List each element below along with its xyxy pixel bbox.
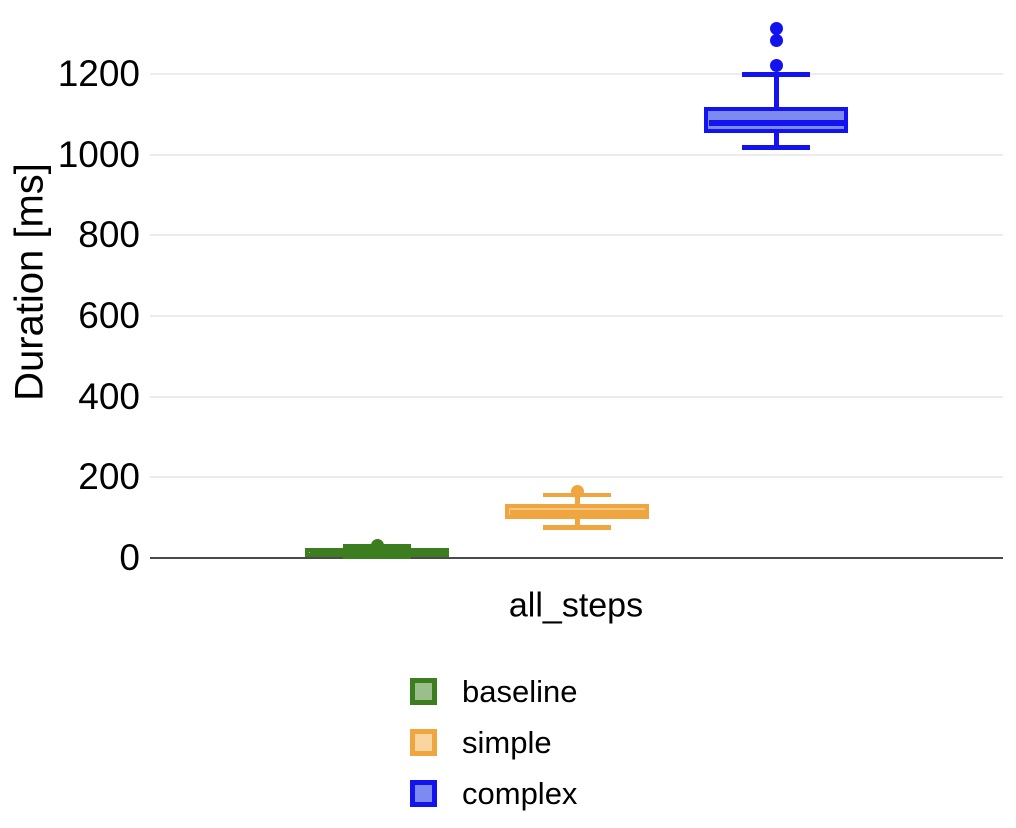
boxplot-baseline-outlier-dot bbox=[370, 538, 384, 552]
y-tick-label: 1000 bbox=[57, 133, 140, 175]
boxplot-baseline-median-line bbox=[309, 549, 445, 556]
boxplot-simple-median-line bbox=[509, 510, 645, 517]
legend-item-complex: complex bbox=[410, 776, 578, 811]
boxplot-complex-outlier-dot bbox=[769, 58, 783, 72]
y-tick-label: 400 bbox=[78, 375, 140, 417]
gridline-y-200 bbox=[150, 476, 1003, 479]
legend-label-complex: complex bbox=[462, 776, 578, 811]
y-tick-label: 600 bbox=[78, 295, 140, 336]
y-tick-label: 800 bbox=[78, 214, 140, 256]
boxplot-complex-median-line bbox=[708, 120, 844, 127]
legend-label-simple: simple bbox=[462, 725, 552, 760]
gridline-y-1000 bbox=[150, 153, 1003, 156]
gridline-y-1200 bbox=[150, 73, 1003, 75]
boxplot-complex-box bbox=[704, 107, 848, 133]
legend-label-baseline: baseline bbox=[462, 674, 578, 709]
gridline-y-400 bbox=[150, 395, 1003, 398]
x-axis-label: all_steps bbox=[508, 586, 644, 625]
y-axis-title: Duration [ms] bbox=[7, 163, 52, 401]
y-tick-label: 200 bbox=[78, 456, 140, 498]
boxplot-simple-outlier-dot bbox=[570, 484, 584, 498]
y-tick-label: 0 bbox=[119, 537, 140, 578]
boxplot-complex-outlier-dot bbox=[769, 34, 783, 48]
legend-item-baseline: baseline bbox=[410, 674, 578, 709]
legend-swatch-simple bbox=[410, 729, 437, 756]
x-axis-zero-line bbox=[150, 556, 1003, 560]
boxplot-complex-outlier-dot bbox=[769, 22, 783, 36]
gridline-y-600 bbox=[150, 315, 1003, 317]
boxplot-complex-whisker-cap-bottom bbox=[742, 145, 810, 150]
boxplot-complex-whisker-cap-top bbox=[742, 72, 810, 77]
y-tick-label: 1200 bbox=[57, 53, 140, 94]
boxplot-simple-whisker-cap-bottom bbox=[543, 525, 611, 530]
legend-swatch-baseline bbox=[410, 678, 437, 705]
gridline-y-800 bbox=[150, 234, 1003, 237]
legend-item-simple: simple bbox=[410, 725, 552, 760]
legend-swatch-complex bbox=[410, 780, 437, 807]
plot-area: 0 200 400 600 800 1000 1200 bbox=[57, 22, 1003, 578]
